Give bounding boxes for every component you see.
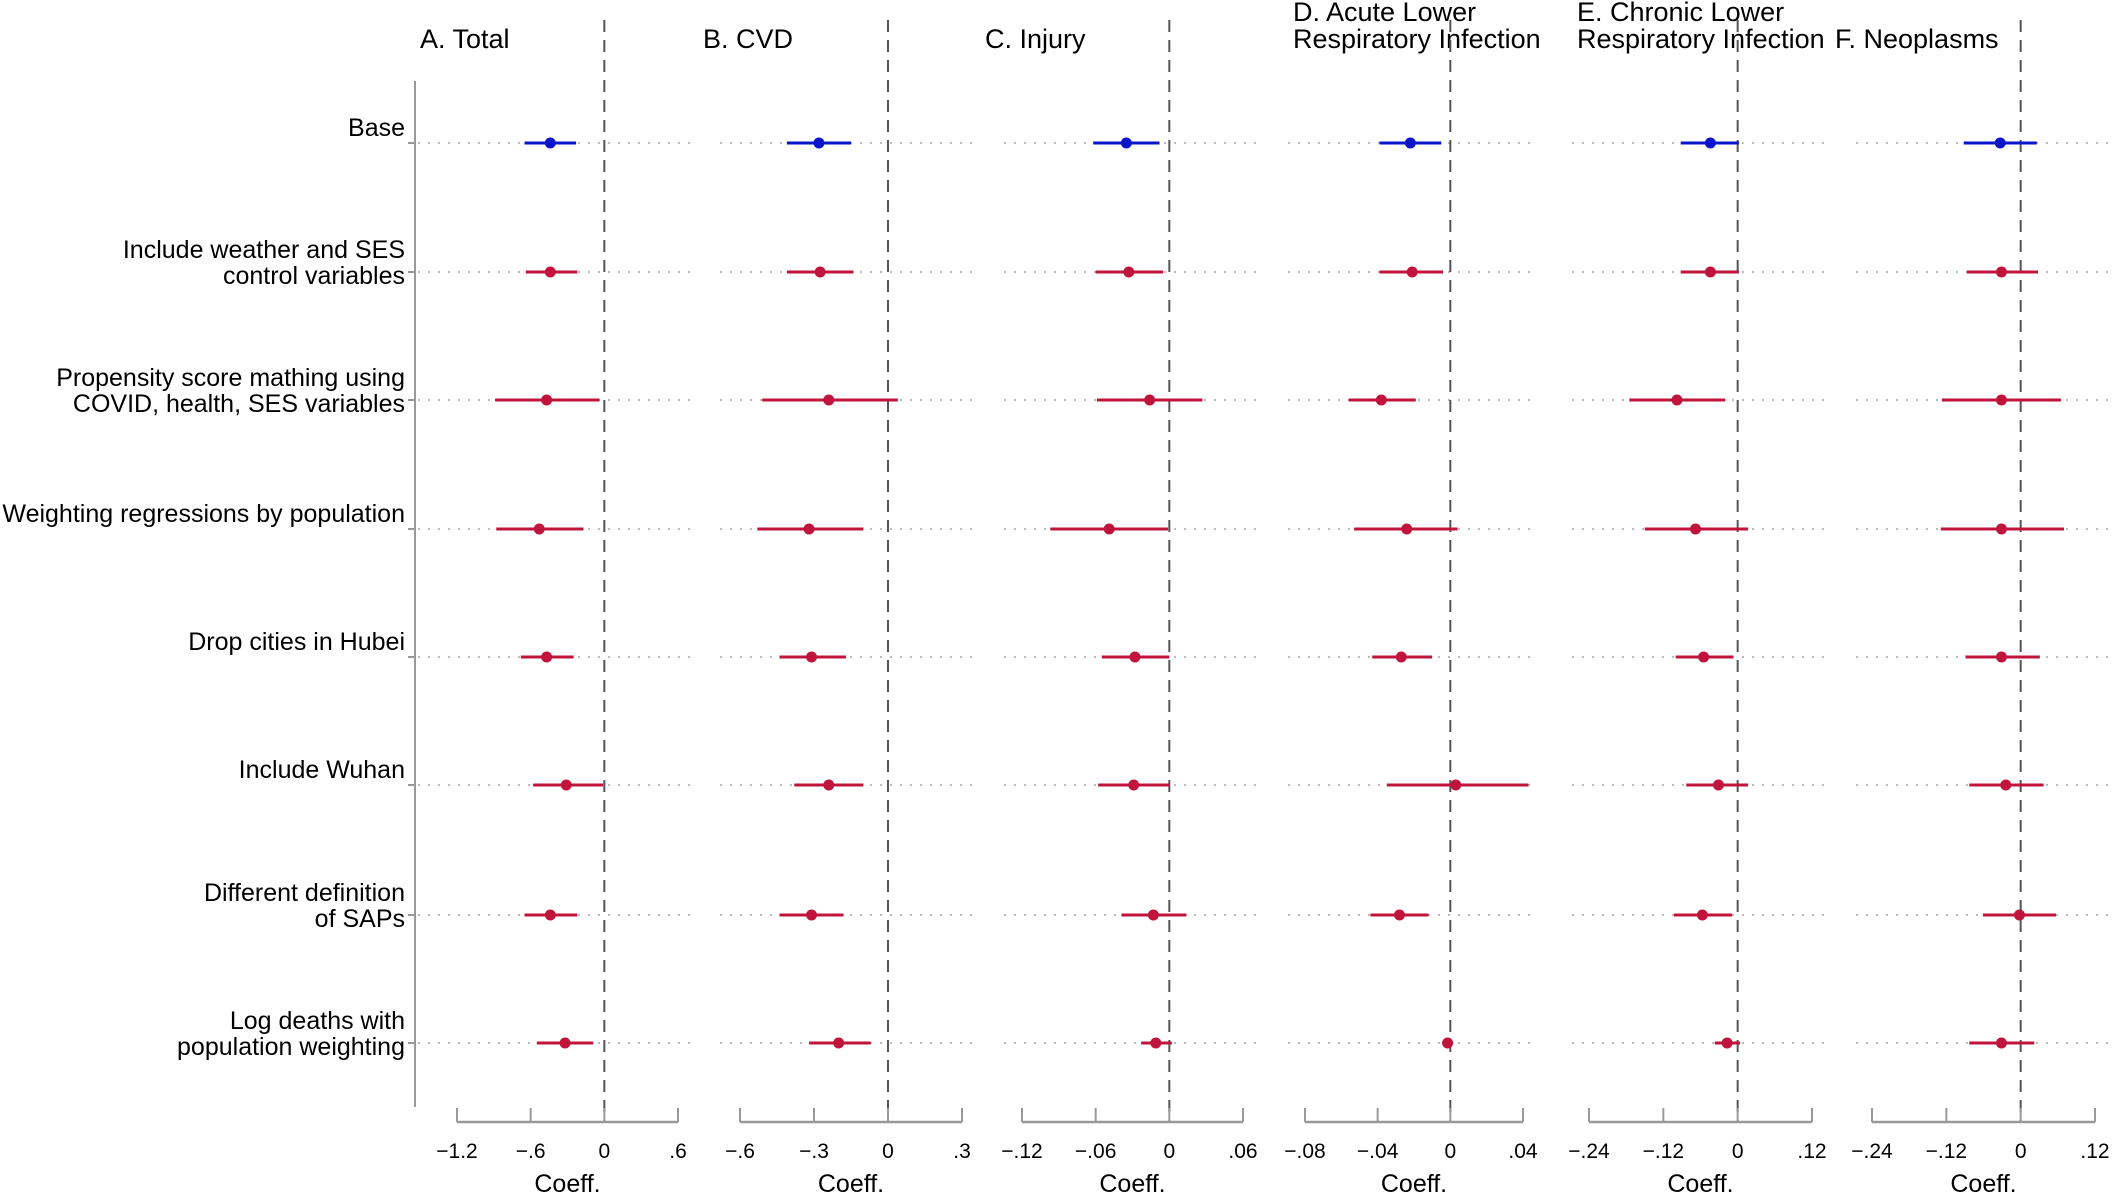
point-estimate: [2013, 909, 2025, 921]
x-tick-label: .04: [1508, 1140, 1538, 1163]
point-estimate: [1442, 1037, 1454, 1049]
x-axis-label: Coeff.: [1950, 1170, 2016, 1193]
x-axis-label: Coeff.: [1381, 1170, 1447, 1193]
point-estimate: [1995, 394, 2007, 406]
point-estimate: [1128, 779, 1140, 791]
x-tick-label: −.6: [725, 1140, 755, 1163]
x-tick-label: −.24: [1568, 1140, 1610, 1163]
point-estimate: [1994, 137, 2006, 149]
panel-title: E. Chronic Lower: [1577, 0, 1784, 27]
point-estimate: [1671, 394, 1683, 406]
point-estimate: [560, 779, 572, 791]
x-tick-label: −1.2: [436, 1140, 477, 1163]
point-estimate: [806, 909, 818, 921]
row-label: COVID, health, SES variables: [73, 390, 405, 418]
row-label: Base: [348, 114, 405, 142]
x-tick-label: −.12: [1926, 1140, 1967, 1163]
x-tick-label: 0: [2015, 1140, 2027, 1163]
row-label: Log deaths with: [230, 1007, 405, 1035]
x-tick-label: 0: [1732, 1140, 1744, 1163]
point-estimate: [1995, 651, 2007, 663]
point-estimate: [544, 137, 556, 149]
x-tick-label: .12: [1797, 1140, 1826, 1163]
row-label: Include weather and SES: [123, 236, 405, 264]
point-estimate: [533, 523, 545, 535]
x-tick-label: −.06: [1075, 1140, 1116, 1163]
point-estimate: [1704, 266, 1716, 278]
point-estimate: [1123, 266, 1135, 278]
point-estimate: [823, 394, 835, 406]
panel-title: A. Total: [420, 24, 510, 54]
x-tick-label: 0: [1163, 1140, 1175, 1163]
x-tick-label: −.12: [1001, 1140, 1042, 1163]
row-label: Different definition: [204, 879, 405, 907]
point-estimate: [544, 266, 556, 278]
row-label: control variables: [223, 262, 405, 290]
x-tick-label: .12: [2080, 1140, 2109, 1163]
point-estimate: [1404, 137, 1416, 149]
panel-title: D. Acute Lower: [1293, 0, 1476, 27]
point-estimate: [1995, 266, 2007, 278]
point-estimate: [823, 779, 835, 791]
point-estimate: [1401, 523, 1413, 535]
point-estimate: [1995, 1037, 2007, 1049]
point-estimate: [1120, 137, 1132, 149]
row-label: Drop cities in Hubei: [188, 628, 405, 656]
panel-title: Respiratory Infection: [1293, 24, 1541, 54]
x-axis-label: Coeff.: [1099, 1170, 1165, 1193]
x-tick-label: 0: [1444, 1140, 1456, 1163]
point-estimate: [1721, 1037, 1733, 1049]
x-tick-label: −.12: [1643, 1140, 1684, 1163]
point-estimate: [1690, 523, 1702, 535]
x-tick-label: .6: [669, 1140, 687, 1163]
point-estimate: [1103, 523, 1115, 535]
point-estimate: [2000, 779, 2012, 791]
point-estimate: [541, 394, 553, 406]
point-estimate: [803, 523, 815, 535]
point-estimate: [1704, 137, 1716, 149]
point-estimate: [1450, 779, 1462, 791]
point-estimate: [1712, 779, 1724, 791]
point-estimate: [1150, 1037, 1162, 1049]
x-axis-label: Coeff.: [818, 1170, 884, 1193]
point-estimate: [1393, 909, 1405, 921]
point-estimate: [1147, 909, 1159, 921]
x-tick-label: .3: [953, 1140, 971, 1163]
point-estimate: [833, 1037, 845, 1049]
point-estimate: [813, 137, 825, 149]
row-label: of SAPs: [315, 905, 405, 933]
x-tick-label: −.08: [1284, 1140, 1325, 1163]
x-tick-label: −.24: [1851, 1140, 1893, 1163]
x-tick-label: 0: [598, 1140, 610, 1163]
point-estimate: [814, 266, 826, 278]
panel-title: F. Neoplasms: [1835, 24, 1999, 54]
point-estimate: [1698, 651, 1710, 663]
point-estimate: [1696, 909, 1708, 921]
point-estimate: [1395, 651, 1407, 663]
x-axis-label: Coeff.: [534, 1170, 600, 1193]
point-estimate: [1995, 523, 2007, 535]
point-estimate: [1129, 651, 1141, 663]
point-estimate: [1144, 394, 1156, 406]
x-tick-label: .06: [1228, 1140, 1257, 1163]
row-label: Propensity score mathing using: [56, 364, 405, 392]
x-tick-label: −.04: [1357, 1140, 1399, 1163]
panel-title: B. CVD: [703, 24, 793, 54]
panel-title: C. Injury: [985, 24, 1086, 54]
x-axis-label: Coeff.: [1667, 1170, 1733, 1193]
row-label: Include Wuhan: [239, 756, 405, 784]
point-estimate: [806, 651, 818, 663]
point-estimate: [1375, 394, 1387, 406]
point-estimate: [544, 909, 556, 921]
row-label: population weighting: [177, 1033, 405, 1061]
point-estimate: [1406, 266, 1418, 278]
x-tick-label: −.3: [799, 1140, 829, 1163]
panel-title: Respiratory Infection: [1577, 24, 1825, 54]
x-tick-label: −.6: [516, 1140, 546, 1163]
x-tick-label: 0: [882, 1140, 894, 1163]
point-estimate: [541, 651, 553, 663]
row-label: Weighting regressions by population: [2, 500, 405, 528]
point-estimate: [559, 1037, 571, 1049]
